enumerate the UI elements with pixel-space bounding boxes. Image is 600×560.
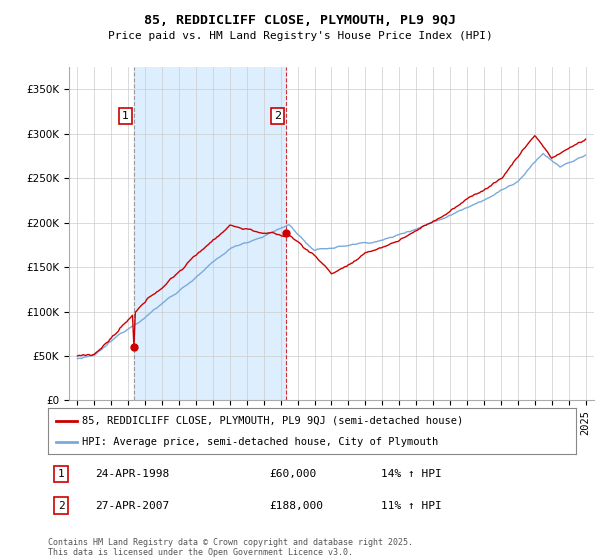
Text: 1: 1 [122,111,129,121]
Text: 85, REDDICLIFF CLOSE, PLYMOUTH, PL9 9QJ: 85, REDDICLIFF CLOSE, PLYMOUTH, PL9 9QJ [144,14,456,27]
Text: 2: 2 [58,501,65,511]
Bar [134,67,286,400]
Text: HPI: Average price, semi-detached house, City of Plymouth: HPI: Average price, semi-detached house,… [82,437,439,447]
Text: Contains HM Land Registry data © Crown copyright and database right 2025.
This d: Contains HM Land Registry data © Crown c… [48,538,413,557]
Text: £60,000: £60,000 [270,469,317,479]
Text: £188,000: £188,000 [270,501,324,511]
Text: 27-APR-2007: 27-APR-2007 [95,501,170,511]
Text: 14% ↑ HPI: 14% ↑ HPI [380,469,442,479]
Text: 24-APR-1998: 24-APR-1998 [95,469,170,479]
Text: Price paid vs. HM Land Registry's House Price Index (HPI): Price paid vs. HM Land Registry's House … [107,31,493,41]
Text: 1: 1 [58,469,65,479]
Text: 11% ↑ HPI: 11% ↑ HPI [380,501,442,511]
Text: 85, REDDICLIFF CLOSE, PLYMOUTH, PL9 9QJ (semi-detached house): 85, REDDICLIFF CLOSE, PLYMOUTH, PL9 9QJ … [82,416,464,426]
Text: 2: 2 [274,111,281,121]
